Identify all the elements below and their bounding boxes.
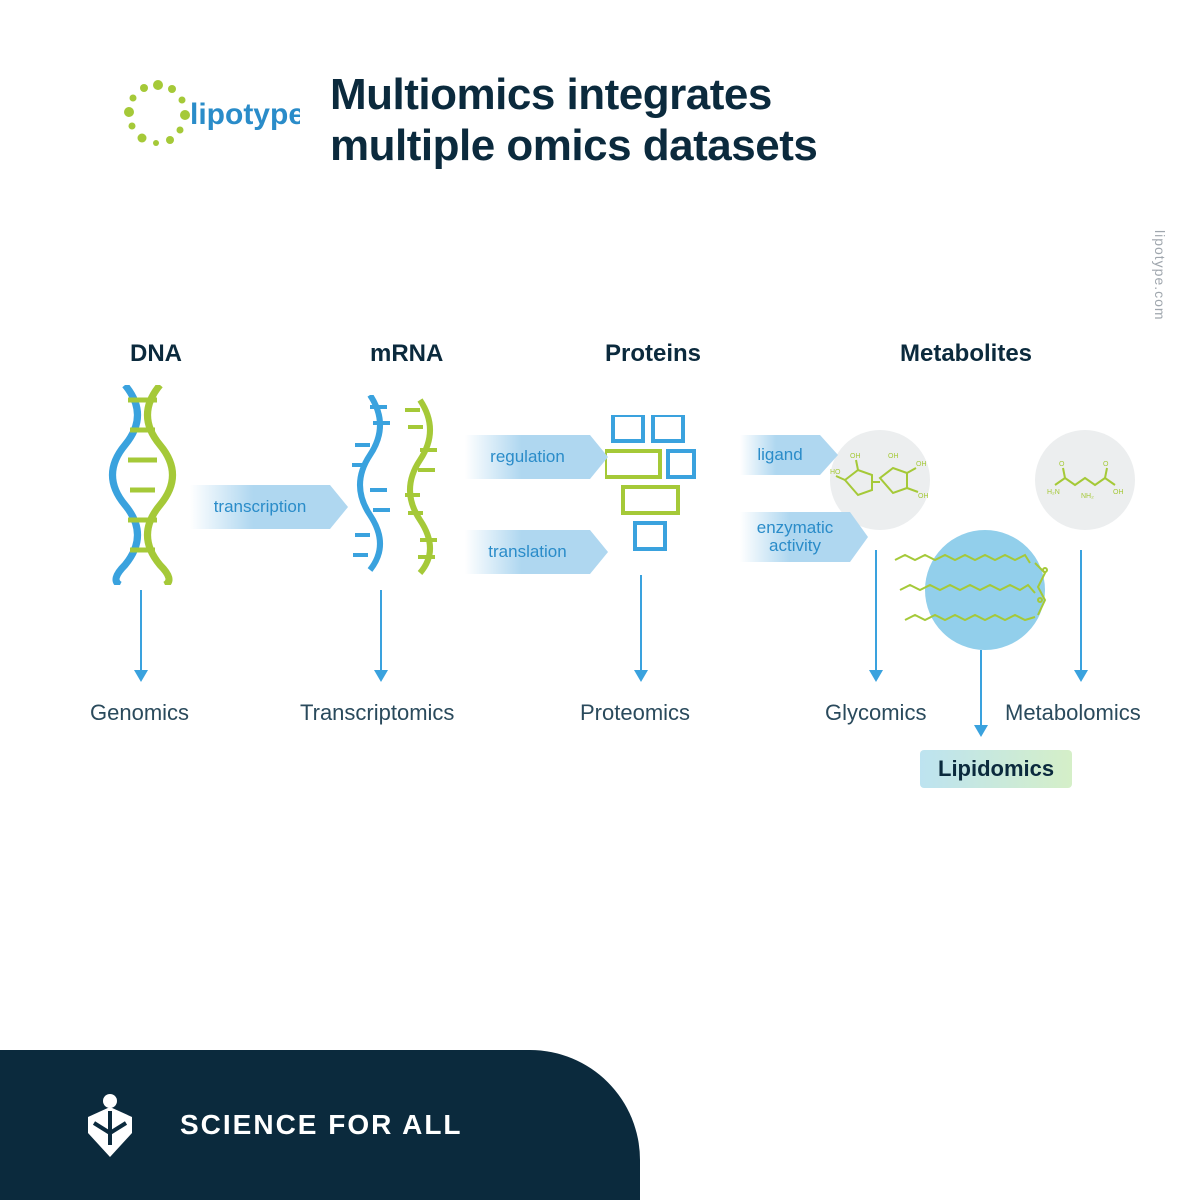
- arrow-transcription-label: transcription: [214, 497, 307, 517]
- arrow-ligand-label: ligand: [757, 445, 802, 465]
- multiomics-diagram: DNA mRNA Proteins Metabolites: [60, 340, 1140, 840]
- down-arrow-proteomics: [640, 575, 642, 680]
- label-proteins: Proteins: [605, 340, 701, 368]
- label-lipidomics: Lipidomics: [920, 750, 1072, 788]
- arrow-regulation: regulation: [465, 435, 608, 479]
- metabolite-structure: H₂N O O OH NH₂: [1045, 450, 1125, 510]
- down-arrow-lipidomics: [980, 650, 982, 735]
- down-arrow-metabolomics: [1080, 550, 1082, 680]
- label-transcriptomics: Transcriptomics: [300, 700, 454, 726]
- arrow-translation-label: translation: [488, 542, 566, 562]
- watermark: lipotype.com: [1152, 230, 1168, 321]
- svg-text:OH: OH: [850, 453, 861, 460]
- footer-banner: SCIENCE FOR ALL: [0, 1050, 640, 1200]
- lipid-structure: [890, 545, 1080, 640]
- svg-text:OH: OH: [918, 493, 929, 500]
- arrow-ligand: ligand: [740, 435, 838, 475]
- label-dna: DNA: [130, 340, 182, 368]
- svg-text:lipotype: lipotype: [190, 98, 300, 131]
- label-glycomics: Glycomics: [825, 700, 926, 726]
- title-line-1: Multiomics integrates: [330, 70, 772, 119]
- svg-text:O: O: [1059, 461, 1065, 468]
- svg-text:OH: OH: [1113, 489, 1124, 496]
- arrow-enzymatic: enzymaticactivity: [740, 512, 868, 562]
- arrow-regulation-label: regulation: [490, 447, 565, 467]
- arrow-transcription: transcription: [190, 485, 348, 529]
- mrna-icon: [345, 395, 465, 575]
- svg-text:NH₂: NH₂: [1081, 493, 1094, 500]
- label-metabolites: Metabolites: [900, 340, 1032, 368]
- header: lipotype Multiomics integrates multiple …: [0, 0, 1200, 171]
- title-line-2: multiple omics datasets: [330, 121, 817, 170]
- glycan-structure: HOOH OHOH OH: [830, 440, 930, 520]
- lipotype-logo: lipotype: [120, 70, 300, 160]
- down-arrow-glycomics: [875, 550, 877, 680]
- footer-tagline: SCIENCE FOR ALL: [180, 1109, 463, 1141]
- science-for-all-icon: [70, 1085, 150, 1165]
- down-arrow-transcriptomics: [380, 590, 382, 680]
- page-title: Multiomics integrates multiple omics dat…: [330, 70, 817, 171]
- svg-text:OH: OH: [916, 461, 927, 468]
- label-genomics: Genomics: [90, 700, 189, 726]
- label-proteomics: Proteomics: [580, 700, 690, 726]
- label-mrna: mRNA: [370, 340, 443, 368]
- svg-text:O: O: [1103, 461, 1109, 468]
- down-arrow-genomics: [140, 590, 142, 680]
- dna-icon: [100, 385, 200, 585]
- proteins-icon: [605, 415, 715, 565]
- label-metabolomics: Metabolomics: [1005, 700, 1141, 726]
- svg-text:OH: OH: [888, 453, 899, 460]
- arrow-translation: translation: [465, 530, 608, 574]
- svg-text:H₂N: H₂N: [1047, 489, 1060, 496]
